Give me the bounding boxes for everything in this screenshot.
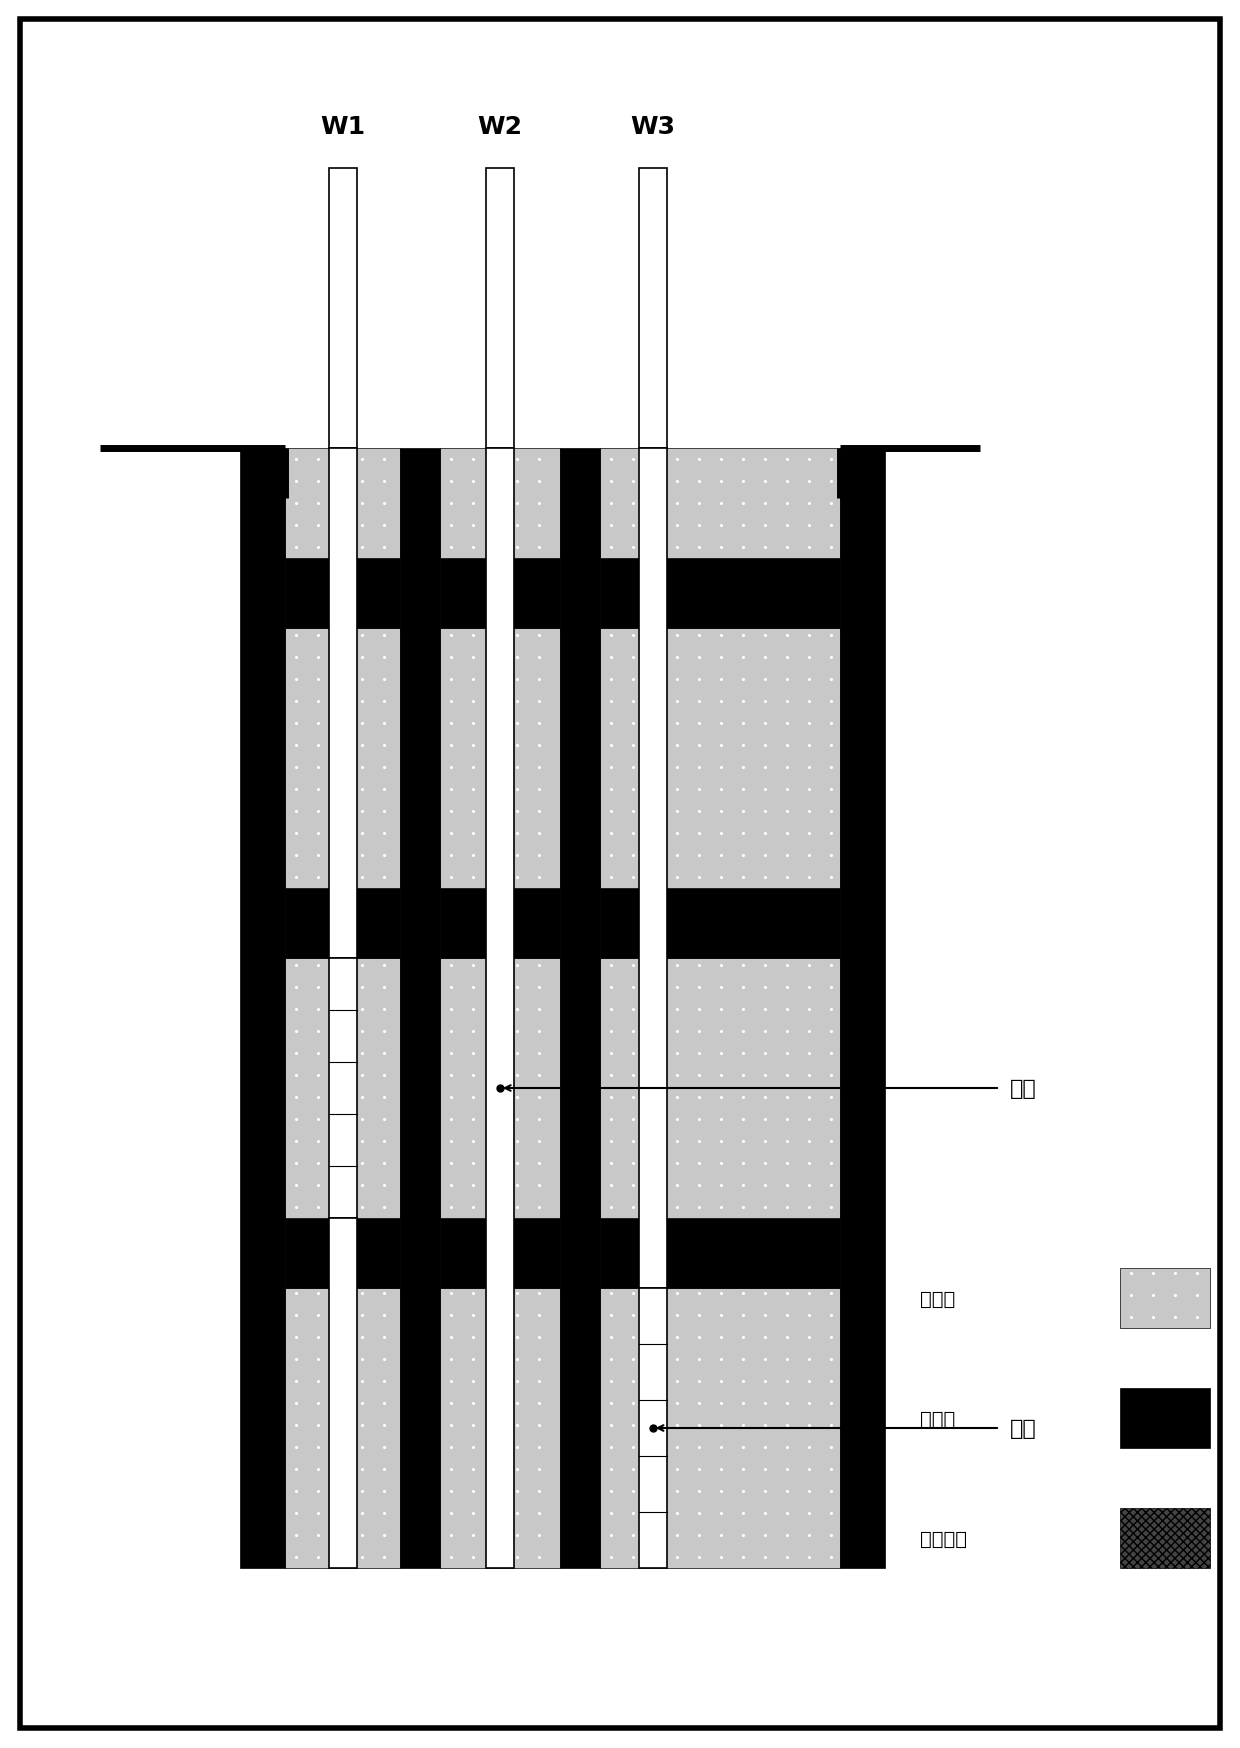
Bar [440, 629, 560, 888]
Bar [329, 1218, 357, 1568]
Bar [440, 958, 560, 1218]
Bar [241, 449, 285, 1568]
Bar [639, 1288, 667, 1568]
Bar [329, 958, 357, 1218]
Text: W3: W3 [630, 115, 676, 138]
Text: 石英沙: 石英沙 [920, 1288, 955, 1308]
Bar [440, 449, 560, 559]
Bar [839, 449, 885, 1568]
Bar [1120, 1388, 1210, 1447]
Text: W1: W1 [320, 115, 365, 138]
Text: 筛管: 筛管 [1011, 1418, 1037, 1439]
Bar [285, 888, 401, 958]
Bar [486, 449, 515, 1568]
Bar [600, 629, 839, 888]
Bar [440, 1218, 560, 1288]
Bar [600, 559, 839, 629]
Bar [329, 170, 357, 449]
Bar [285, 1288, 401, 1568]
Bar [329, 449, 357, 958]
Bar [440, 888, 560, 958]
Bar [285, 449, 401, 559]
Text: W2: W2 [477, 115, 522, 138]
Bar [486, 170, 515, 449]
Bar [440, 559, 560, 629]
Bar [285, 629, 401, 888]
Text: 膨润土塞: 膨润土塞 [920, 1528, 967, 1547]
Bar [440, 1288, 560, 1568]
Bar [1120, 1509, 1210, 1568]
Bar [600, 888, 839, 958]
Bar [600, 449, 839, 559]
Bar [401, 449, 440, 1568]
Bar [285, 1218, 401, 1288]
Text: 白管: 白管 [1011, 1079, 1037, 1098]
Bar [285, 958, 401, 1218]
Bar [600, 958, 839, 1218]
Bar [285, 559, 401, 629]
Bar [560, 449, 600, 1568]
Bar [1120, 1269, 1210, 1328]
Bar [600, 1218, 839, 1288]
Bar [639, 449, 667, 1288]
Bar [639, 170, 667, 449]
Text: 膨润土: 膨润土 [920, 1409, 955, 1428]
Bar [600, 1288, 839, 1568]
